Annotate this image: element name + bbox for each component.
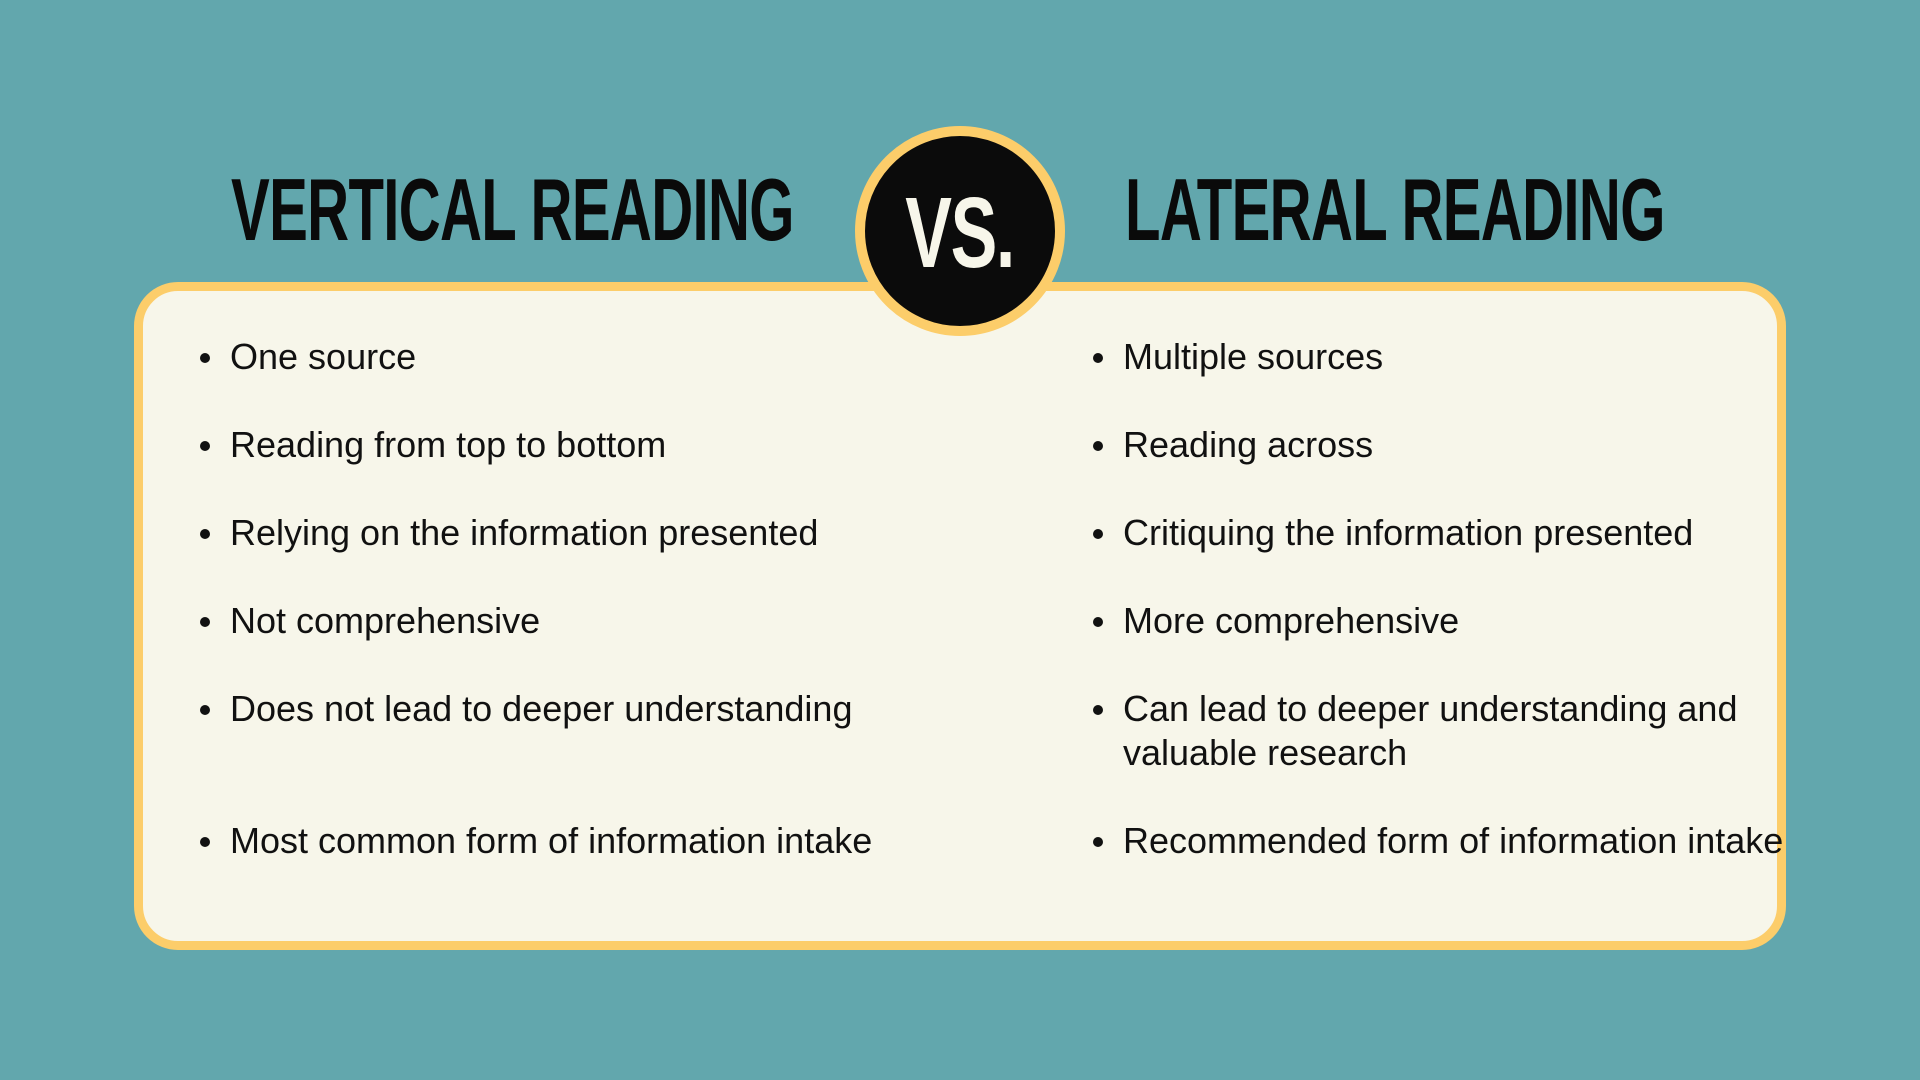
bullet-icon: [1093, 529, 1103, 539]
list-item: Recommended form of information intake: [1093, 819, 1823, 951]
lateral-reading-title: LATERAL READING: [1125, 160, 1665, 259]
lateral-reading-list: Multiple sources Reading across Critiqui…: [1093, 335, 1823, 951]
list-item: Reading from top to bottom: [200, 423, 930, 511]
vs-label: VS.: [905, 176, 1016, 289]
bullet-icon: [1093, 353, 1103, 363]
list-item-text: Reading from top to bottom: [230, 424, 667, 465]
list-item: Not comprehensive: [200, 599, 930, 687]
bullet-icon: [200, 441, 210, 451]
bullet-icon: [200, 353, 210, 363]
list-item: Can lead to deeper understanding and val…: [1093, 687, 1823, 819]
bullet-icon: [1093, 441, 1103, 451]
vertical-reading-list: One source Reading from top to bottom Re…: [200, 335, 930, 951]
bullet-icon: [200, 529, 210, 539]
bullet-icon: [1093, 837, 1103, 847]
bullet-icon: [1093, 705, 1103, 715]
list-item-text: Multiple sources: [1123, 336, 1384, 377]
list-item: Reading across: [1093, 423, 1823, 511]
list-item-text: Critiquing the information presented: [1123, 512, 1694, 553]
bullet-icon: [200, 705, 210, 715]
vertical-reading-title: VERTICAL READING: [231, 160, 794, 259]
list-item: Critiquing the information presented: [1093, 511, 1823, 599]
list-item-text: Not comprehensive: [230, 600, 541, 641]
bullet-icon: [1093, 617, 1103, 627]
list-item-text: Does not lead to deeper understanding: [230, 688, 853, 729]
vs-badge: VS.: [855, 126, 1065, 336]
list-item: More comprehensive: [1093, 599, 1823, 687]
list-item-text: Reading across: [1123, 424, 1374, 465]
list-item-text: Most common form of information intake: [230, 820, 873, 861]
list-item: Does not lead to deeper understanding: [200, 687, 930, 819]
list-item-text: Recommended form of information intake: [1123, 820, 1784, 861]
list-item: Multiple sources: [1093, 335, 1823, 423]
list-item: Relying on the information presented: [200, 511, 930, 599]
bullet-icon: [200, 617, 210, 627]
list-item: Most common form of information intake: [200, 819, 930, 951]
bullet-icon: [200, 837, 210, 847]
list-item: One source: [200, 335, 930, 423]
list-item-text: Relying on the information presented: [230, 512, 819, 553]
list-item-text: One source: [230, 336, 417, 377]
list-item-text: More comprehensive: [1123, 600, 1460, 641]
list-item-text: Can lead to deeper understanding and val…: [1123, 688, 1738, 773]
